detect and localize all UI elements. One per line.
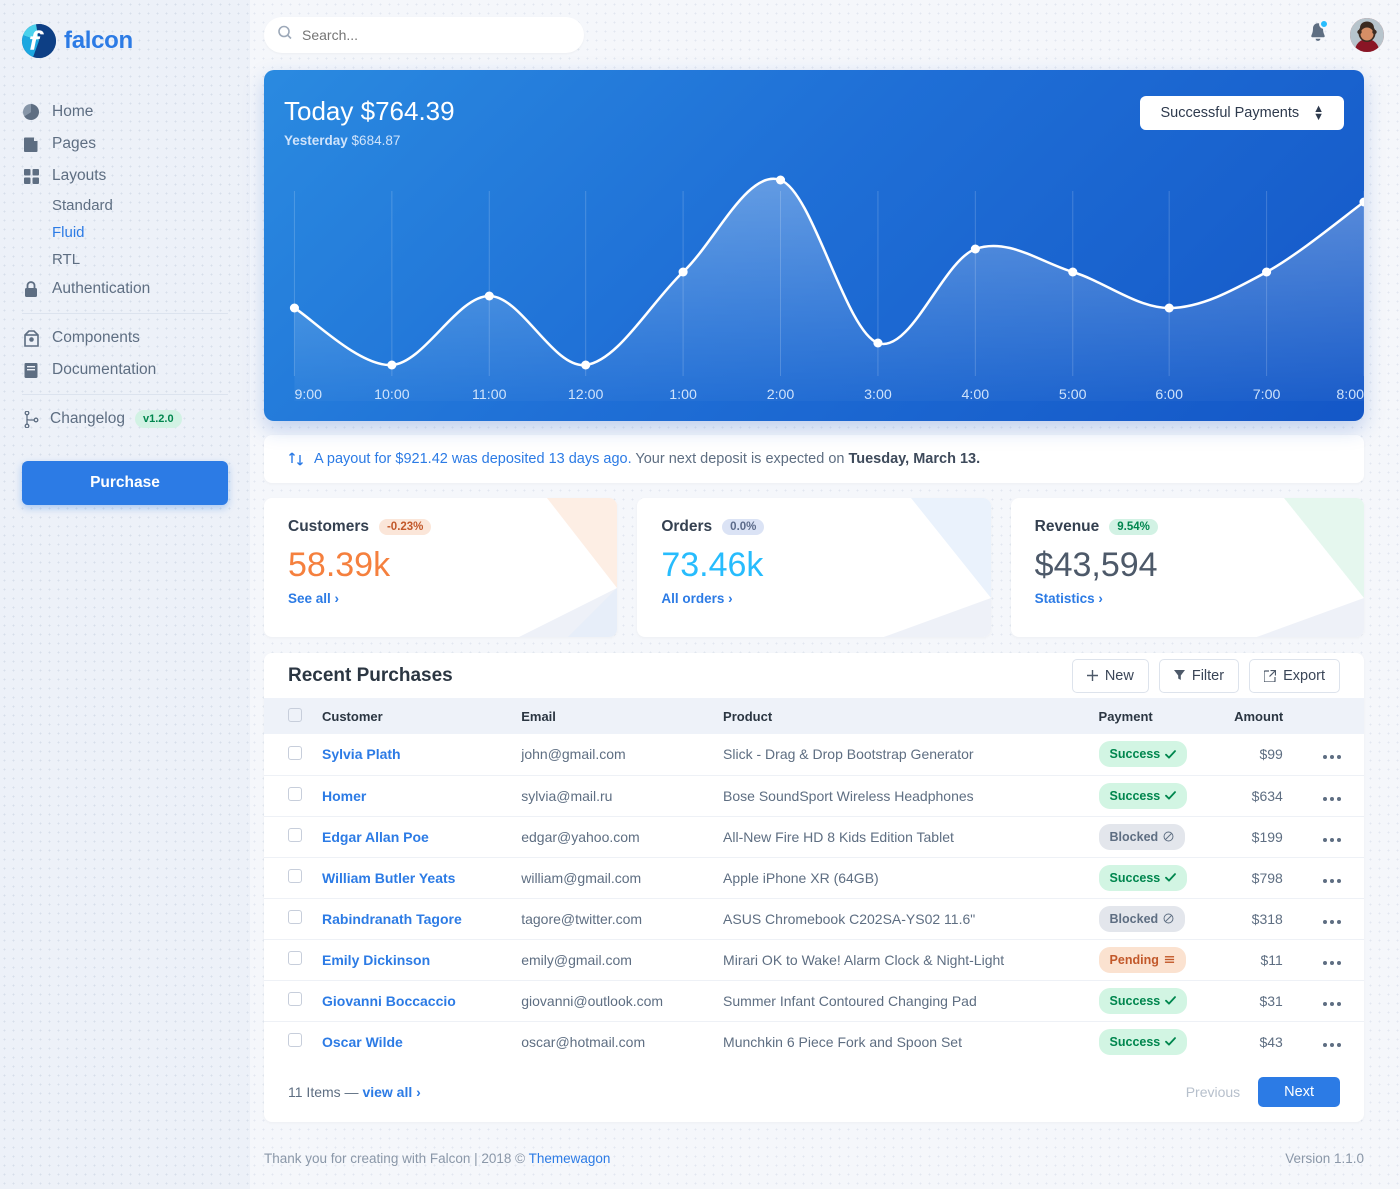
svg-text:10:00: 10:00 bbox=[374, 386, 410, 402]
svg-text:6:00: 6:00 bbox=[1155, 386, 1183, 402]
svg-text:3:00: 3:00 bbox=[864, 386, 892, 402]
svg-text:2:00: 2:00 bbox=[767, 386, 795, 402]
svg-text:8:00: 8:00 bbox=[1336, 386, 1364, 402]
svg-text:4:00: 4:00 bbox=[962, 386, 990, 402]
svg-text:9:00: 9:00 bbox=[294, 386, 322, 402]
svg-text:5:00: 5:00 bbox=[1059, 386, 1087, 402]
svg-text:11:00: 11:00 bbox=[472, 386, 507, 402]
svg-text:12:00: 12:00 bbox=[568, 386, 604, 402]
svg-text:1:00: 1:00 bbox=[669, 386, 697, 402]
svg-text:7:00: 7:00 bbox=[1253, 386, 1281, 402]
